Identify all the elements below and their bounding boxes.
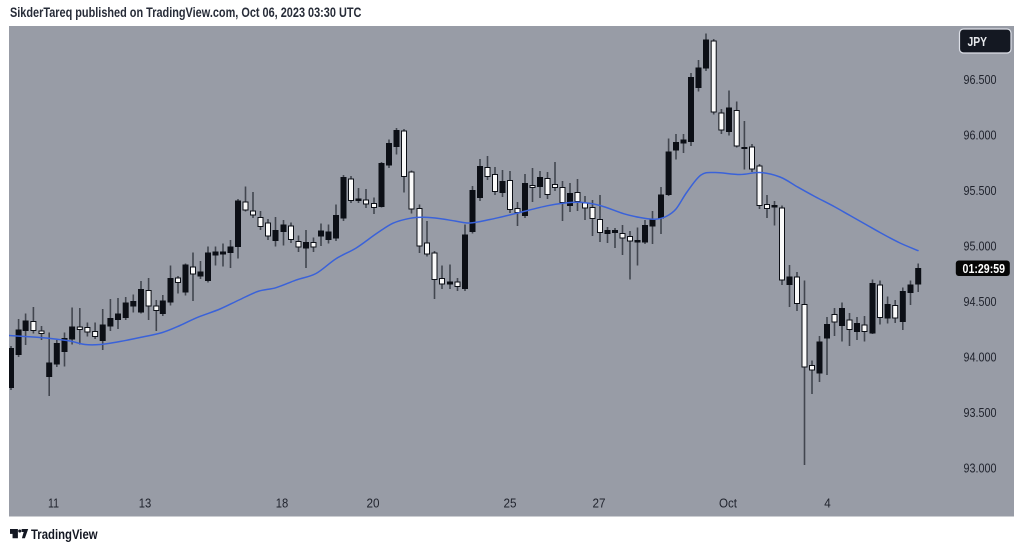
svg-text:20: 20 xyxy=(367,497,380,511)
svg-text:01:29:59: 01:29:59 xyxy=(963,261,1006,276)
svg-text:25: 25 xyxy=(504,497,517,511)
svg-text:JPY: JPY xyxy=(968,34,988,49)
svg-text:13: 13 xyxy=(139,497,152,511)
svg-text:95.500: 95.500 xyxy=(964,183,997,198)
svg-text:93.500: 93.500 xyxy=(964,405,997,420)
svg-text:94.000: 94.000 xyxy=(964,349,997,364)
svg-text:Oct: Oct xyxy=(719,497,737,511)
svg-text:4: 4 xyxy=(824,497,831,511)
svg-text:11: 11 xyxy=(48,497,59,511)
svg-text:93.000: 93.000 xyxy=(964,460,997,475)
svg-text:94.500: 94.500 xyxy=(964,294,997,309)
svg-text:95.000: 95.000 xyxy=(964,239,997,254)
svg-text:96.500: 96.500 xyxy=(964,72,997,87)
svg-text:18: 18 xyxy=(276,497,289,511)
svg-text:27: 27 xyxy=(593,497,606,511)
svg-text:96.000: 96.000 xyxy=(964,128,997,143)
